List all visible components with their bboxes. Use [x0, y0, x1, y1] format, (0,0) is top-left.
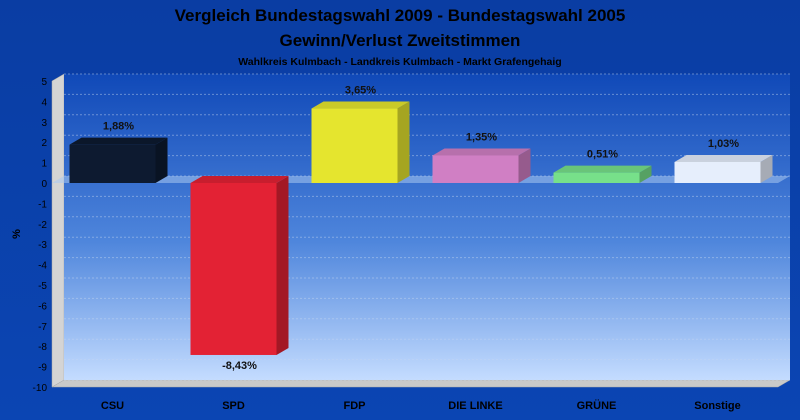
- bar-side: [518, 148, 531, 183]
- y-tick-label: -2: [38, 220, 47, 231]
- bar: [190, 176, 289, 355]
- y-tick-label: 3: [41, 118, 47, 129]
- bar: [69, 137, 168, 183]
- plot-area: [64, 74, 790, 380]
- bar-top: [69, 137, 168, 145]
- y-tick-layer: 5 4 3 2 1 0 -1 -2 -3 -4 -5 -6 -7 -8 -9 -10: [33, 77, 48, 394]
- bar-top: [190, 176, 289, 183]
- y-tick-label: -3: [38, 240, 47, 251]
- grid-layer: [64, 73, 790, 381]
- chart-subtitle: Wahlkreis Kulmbach - Landkreis Kulmbach …: [238, 56, 561, 68]
- bar-layer: [69, 101, 773, 355]
- y-tick-label: 0: [41, 179, 47, 190]
- y-tick-label: 4: [41, 97, 47, 108]
- category-label: SPD: [222, 400, 245, 412]
- chart-title-2: Gewinn/Verlust Zweitstimmen: [280, 31, 521, 50]
- y-tick-label: -5: [38, 281, 47, 292]
- y-tick-label: 5: [41, 77, 47, 88]
- bar: [432, 148, 531, 183]
- bar-top: [311, 101, 410, 109]
- bar-front: [674, 161, 761, 183]
- bar-front: [311, 108, 398, 183]
- y-tick-label: -10: [33, 383, 48, 394]
- bar-side: [276, 176, 289, 355]
- y-tick-label: -9: [38, 363, 47, 374]
- category-label-layer: CSU SPD FDP DIE LINKE GRÜNE Sonstige: [101, 399, 741, 412]
- data-label: 1,03%: [708, 138, 739, 150]
- y-tick-label: -8: [38, 342, 47, 353]
- bar: [311, 101, 410, 183]
- plot-left-wall: [51, 73, 65, 388]
- data-label: 0,51%: [587, 149, 618, 161]
- category-label: DIE LINKE: [448, 400, 502, 412]
- category-label: FDP: [344, 400, 366, 412]
- bar-front: [190, 183, 277, 355]
- chart-title: Vergleich Bundestagswahl 2009 - Bundesta…: [175, 6, 626, 25]
- bar-side: [760, 154, 773, 183]
- bar: [553, 165, 652, 183]
- bar-top: [432, 148, 531, 156]
- y-tick-label: -6: [38, 301, 47, 312]
- bar-front: [553, 172, 640, 183]
- bar-side: [155, 137, 168, 183]
- bar-side: [397, 101, 410, 183]
- y-tick-label: 1: [41, 159, 47, 170]
- bar-front: [69, 144, 156, 183]
- y-tick-label: 2: [41, 138, 47, 149]
- category-label: Sonstige: [694, 400, 740, 412]
- bar-top: [553, 165, 652, 173]
- plot-floor: [51, 379, 791, 388]
- y-tick-label: -7: [38, 322, 47, 333]
- data-label: 1,35%: [466, 131, 497, 143]
- bar-side: [639, 165, 652, 183]
- data-label: 1,88%: [103, 121, 134, 133]
- y-axis-label: %: [11, 229, 23, 239]
- bar-top: [674, 154, 773, 162]
- data-label-layer: 1,88% -8,43% 3,65% 1,35% 0,51% 1,03%: [103, 85, 739, 372]
- y-tick-label: -1: [38, 199, 47, 210]
- bar: [674, 154, 773, 183]
- category-label: CSU: [101, 400, 124, 412]
- data-label: -8,43%: [222, 360, 257, 372]
- bar-front: [432, 155, 519, 183]
- data-label: 3,65%: [345, 85, 376, 97]
- y-tick-label: -4: [38, 261, 47, 272]
- category-label: GRÜNE: [577, 399, 617, 412]
